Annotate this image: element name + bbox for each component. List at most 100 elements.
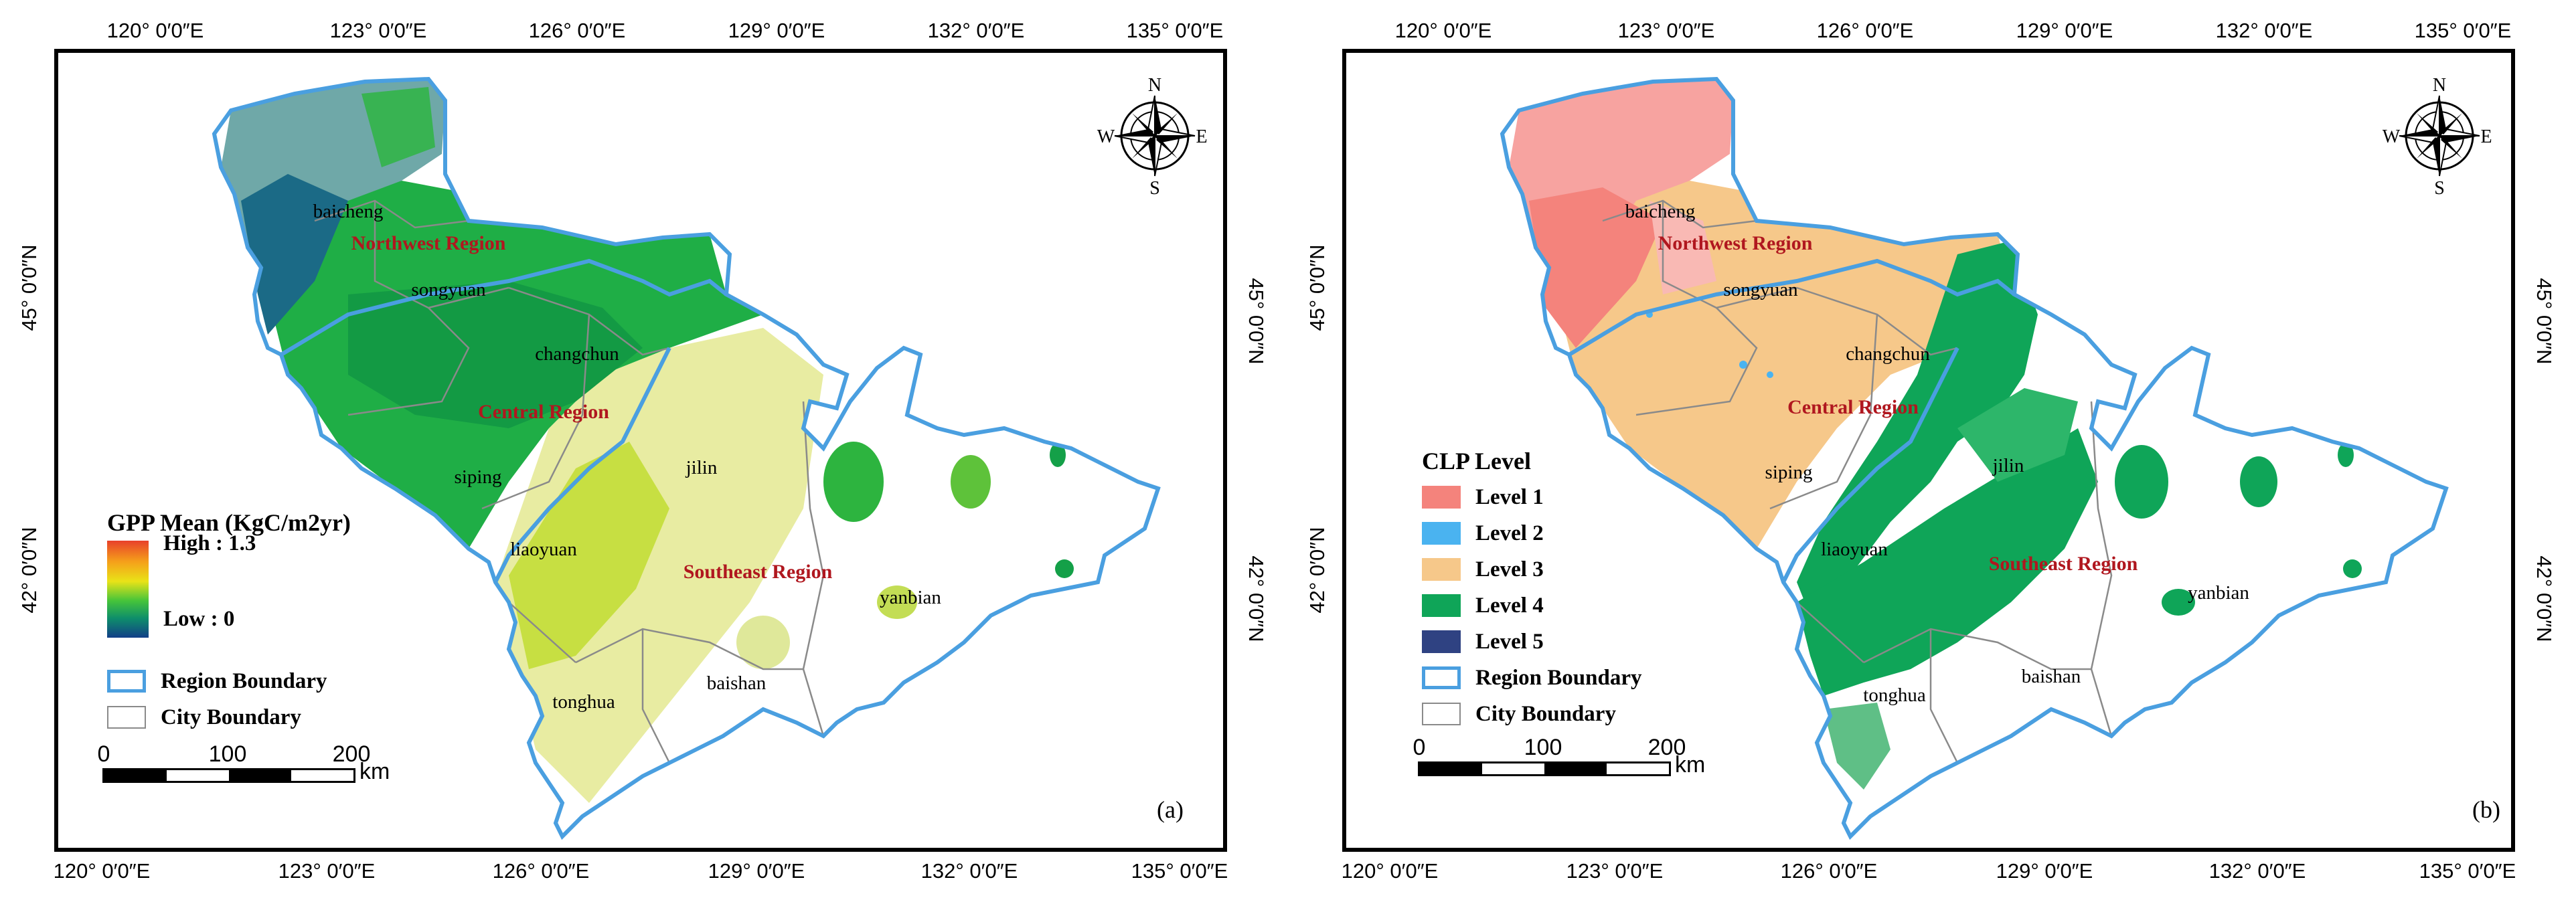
lon-label-top: 123° 0′0″E <box>1618 19 1715 42</box>
legend-low-label: Low : 0 <box>163 607 235 631</box>
city-label: baicheng <box>1625 201 1696 222</box>
scale-tick: 200 <box>332 741 371 767</box>
city-label: baicheng <box>313 201 384 222</box>
city-label: tonghua <box>552 691 615 713</box>
lat-label-left: 45° 0′0″N <box>1305 244 1329 331</box>
map-b: N S E W 120° 0′0″E 123° 0′0″E 126° 0′0″E… <box>1305 19 2556 883</box>
lon-label-top: 123° 0′0″E <box>330 19 427 42</box>
city-label: songyuan <box>411 279 486 300</box>
clp-legend: CLP Level Level 1 Level 2 Level 3 Level … <box>1422 447 1641 732</box>
legend-item-level-5: Level 5 <box>1422 624 1641 660</box>
lon-label-top: 126° 0′0″E <box>529 19 626 42</box>
lat-label-right: 42° 0′0″N <box>1244 555 1268 642</box>
level-5-swatch <box>1422 630 1461 653</box>
city-label: changchun <box>535 343 619 365</box>
legend-item-level-4: Level 4 <box>1422 587 1641 624</box>
legend-title: GPP Mean (KgC/m2yr) <box>107 509 351 536</box>
city-label: jilin <box>1992 455 2024 476</box>
lon-label-bottom: 126° 0′0″E <box>493 859 590 883</box>
legend-item-level-3: Level 3 <box>1422 551 1641 587</box>
west-label: W <box>1097 126 1115 147</box>
lon-label-top: 132° 0′0″E <box>928 19 1025 42</box>
lon-label-top: 120° 0′0″E <box>1395 19 1492 42</box>
city-boundary-swatch <box>107 706 146 729</box>
lon-label-bottom: 123° 0′0″E <box>1566 859 1664 883</box>
lon-label-bottom: 135° 0′0″E <box>1131 859 1228 883</box>
region-label-central: Central Region <box>478 401 609 423</box>
north-label: N <box>2433 75 2446 96</box>
scale-tick: 0 <box>97 741 110 767</box>
lon-label-bottom: 129° 0′0″E <box>708 859 805 883</box>
level-1-swatch <box>1422 486 1461 509</box>
legend-label: Level 2 <box>1475 521 1544 545</box>
gpp-legend: GPP Mean (KgC/m2yr) High : 1.3 Low : 0 R… <box>107 509 351 735</box>
lon-label-bottom: 132° 0′0″E <box>921 859 1018 883</box>
legend-item-region-boundary: Region Boundary <box>107 663 351 699</box>
north-label: N <box>1148 75 1161 96</box>
lat-label-left: 42° 0′0″N <box>1305 527 1329 613</box>
scale-bar: 0 100 200 km <box>1413 735 1706 778</box>
level-2-swatch <box>1422 522 1461 545</box>
city-label: liaoyuan <box>1821 539 1888 560</box>
city-boundary-swatch <box>1422 703 1461 725</box>
city-boundaries <box>314 199 825 763</box>
lon-label-bottom: 135° 0′0″E <box>2419 859 2516 883</box>
lat-label-left: 42° 0′0″N <box>17 527 41 613</box>
region-label-central: Central Region <box>1787 396 1919 418</box>
region-boundaries <box>1502 79 2446 836</box>
lon-label-bottom: 123° 0′0″E <box>278 859 376 883</box>
lon-label-top: 129° 0′0″E <box>2016 19 2113 42</box>
gpp-gradient-swatch <box>107 541 149 638</box>
lon-label-bottom: 129° 0′0″E <box>1996 859 2093 883</box>
region-label-northwest: Northwest Region <box>1658 232 1813 254</box>
lat-label-right: 45° 0′0″N <box>2532 278 2556 364</box>
legend-high-label: High : 1.3 <box>163 531 256 555</box>
scale-unit: km <box>359 759 390 784</box>
level-3-swatch <box>1422 558 1461 581</box>
lon-label-bottom: 126° 0′0″E <box>1781 859 1878 883</box>
region-boundaries <box>214 79 1158 836</box>
legend-label: Level 3 <box>1475 557 1544 581</box>
east-label: E <box>2480 126 2492 147</box>
legend-item-level-1: Level 1 <box>1422 479 1641 515</box>
scale-tick: 0 <box>1413 735 1426 760</box>
legend-item-level-2: Level 2 <box>1422 515 1641 551</box>
scale-tick: 100 <box>208 741 247 767</box>
scale-bar: 0 100 200 km <box>98 741 390 785</box>
lat-label-left: 45° 0′0″N <box>17 244 41 331</box>
panel-b: N S E W 120° 0′0″E 123° 0′0″E 126° 0′0″E… <box>1288 0 2576 904</box>
legend-label: Level 1 <box>1475 484 1544 509</box>
city-label: baishan <box>2022 666 2081 687</box>
region-label-northwest: Northwest Region <box>351 232 506 254</box>
scale-unit: km <box>1675 752 1706 778</box>
north-arrow <box>1114 95 1196 177</box>
legend-label: City Boundary <box>1475 701 1616 726</box>
region-boundary-swatch <box>1422 666 1461 689</box>
lon-label-top: 120° 0′0″E <box>107 19 204 42</box>
lon-label-bottom: 120° 0′0″E <box>1342 859 1439 883</box>
lon-label-bottom: 132° 0′0″E <box>2209 859 2306 883</box>
region-label-southeast: Southeast Region <box>683 561 833 583</box>
north-arrow <box>2399 95 2480 177</box>
legend-label: Region Boundary <box>1475 665 1642 690</box>
lat-label-right: 45° 0′0″N <box>1244 278 1268 364</box>
region-boundary-swatch <box>107 670 146 693</box>
city-label: tonghua <box>1863 685 1926 706</box>
legend-item-city-boundary: City Boundary <box>107 699 351 735</box>
legend-title: CLP Level <box>1422 448 1531 474</box>
south-label: S <box>2434 178 2445 199</box>
lon-label-top: 129° 0′0″E <box>728 19 825 42</box>
south-label: S <box>1149 178 1160 199</box>
city-label: songyuan <box>1723 279 1798 300</box>
map-a: N S E W 120° 0′0″E 123° 0′0″E 126° 0′0″E… <box>17 19 1268 883</box>
lon-label-top: 135° 0′0″E <box>2415 19 2512 42</box>
scale-tick: 200 <box>1647 735 1686 760</box>
lat-label-right: 42° 0′0″N <box>2532 555 2556 642</box>
panel-a: N S E W 120° 0′0″E 123° 0′0″E 126° 0′0″E… <box>17 19 1268 883</box>
city-label: siping <box>1765 462 1813 483</box>
legend-label: Region Boundary <box>161 668 327 693</box>
east-label: E <box>1196 126 1207 147</box>
city-label: yanbian <box>2188 582 2249 604</box>
city-boundaries <box>1602 199 2113 763</box>
lon-label-top: 135° 0′0″E <box>1127 19 1224 42</box>
